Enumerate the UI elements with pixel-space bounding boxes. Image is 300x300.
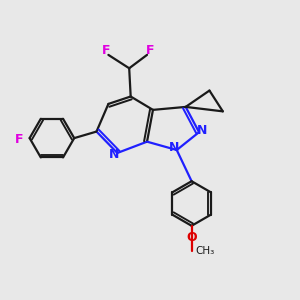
Text: N: N [169, 141, 179, 154]
Text: CH₃: CH₃ [195, 246, 214, 256]
Text: F: F [102, 44, 110, 57]
Text: F: F [146, 44, 154, 57]
Text: N: N [197, 124, 207, 137]
Text: N: N [109, 148, 119, 161]
Text: F: F [15, 133, 23, 146]
Text: O: O [186, 231, 197, 244]
